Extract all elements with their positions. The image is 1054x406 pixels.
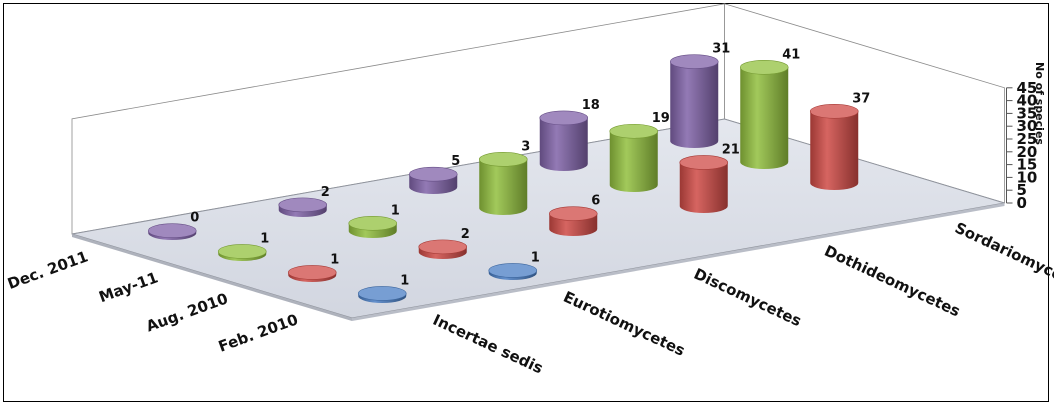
data-label: 19 [652,111,670,126]
y-tick-label: 40 [1017,92,1038,110]
bar [609,123,659,192]
y-tick-label: 35 [1017,104,1038,122]
data-label: 5 [451,154,460,169]
y-axis-title: No of species [1033,62,1046,145]
bar-body [539,117,588,171]
bar-top [418,239,468,255]
bar [217,244,267,262]
bar [278,197,328,218]
bar-top [539,110,589,126]
bar [488,263,538,280]
bar [147,223,197,241]
bar-top [809,104,859,119]
data-label: 41 [782,47,800,62]
depth-axis-label: Feb. 2010 [216,310,300,355]
y-tick-label: 10 [1017,168,1038,186]
data-label: 1 [400,273,409,288]
floor-edge-left [72,234,352,321]
depth-axis-label: Aug. 2010 [144,289,231,335]
data-label: 1 [531,250,540,265]
floor-edge-front [352,203,1005,321]
bar [739,59,789,170]
bar-top [609,123,659,139]
y-tick-label: 15 [1017,156,1038,174]
bar [478,152,528,215]
bar-top [357,286,407,301]
data-label: 2 [321,185,330,200]
bar [539,110,589,171]
y-tick-label: 30 [1017,117,1038,135]
bar-top [287,265,337,280]
data-label: 18 [582,98,600,113]
y-tick-label: 45 [1017,79,1038,97]
bar-top [147,223,197,238]
bar [348,216,398,238]
bar-top [488,263,538,278]
data-label: 21 [722,142,740,157]
data-label: 1 [260,231,269,246]
data-label: 6 [591,194,600,209]
category-label: Dothideomycetes [822,242,964,321]
bar-top [278,197,328,213]
data-label: 3 [521,139,530,154]
data-label: 1 [391,203,400,218]
data-label: 1 [330,252,339,267]
bar-top [669,54,719,69]
y-tick-label: 20 [1017,143,1038,161]
bar-body [670,61,719,149]
y-tick-label: 5 [1017,181,1027,199]
y-tick-label: 25 [1017,130,1038,148]
depth-axis-label: May-11 [96,268,160,306]
category-label: Sordariomycetes [952,219,1054,296]
bar-top [679,155,729,170]
bar-top [217,244,267,259]
bar-top [348,216,398,231]
bar-body [609,131,658,192]
bar [679,155,729,214]
bar-body [810,111,859,191]
bar [809,104,859,191]
bar-top [548,206,598,221]
data-label: 31 [712,42,730,57]
y-tick-label: 0 [1017,194,1027,212]
chart-bars [147,54,859,304]
depth-axis-label: Dec. 2011 [5,247,90,293]
data-label: 2 [461,227,470,242]
data-label: 37 [852,91,870,106]
bar [408,166,458,194]
data-label: 0 [190,211,199,226]
category-label: Eurotiomycetes [561,288,688,360]
bar [418,239,468,259]
bar [357,286,407,304]
bar [287,265,337,283]
bar-top [408,166,458,182]
category-label: Incertae sedis [430,311,546,378]
bar-body [679,162,728,214]
data-labels: 1 1 1 2 6 21 37 1 1 3 19 41 0 2 5 18 31 [190,42,870,289]
category-label: Discomycetes [691,265,804,331]
bar [548,206,598,236]
bar-top [478,152,528,167]
bar-body [740,67,789,170]
bar [669,54,719,149]
bar-body [479,159,528,215]
bar-top [739,59,789,75]
